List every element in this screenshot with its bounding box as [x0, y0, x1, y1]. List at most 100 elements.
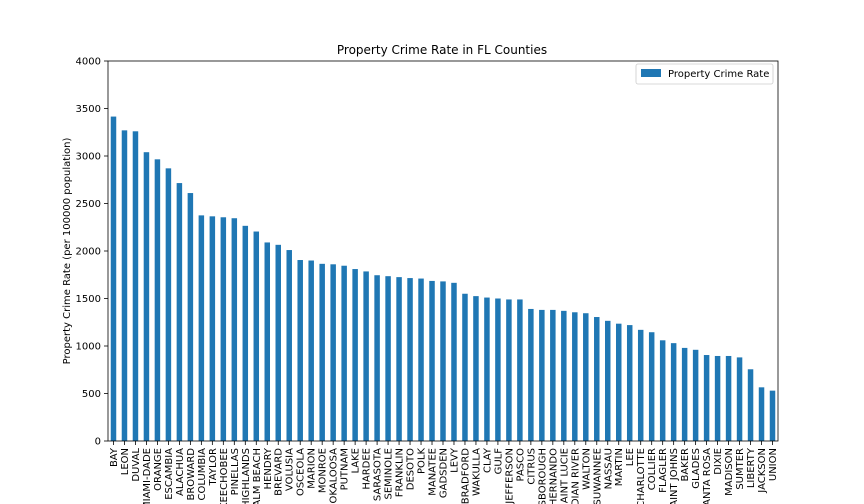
y-tick-label: 3000	[76, 152, 101, 163]
x-tick-label: LEVY	[449, 447, 460, 473]
bar-palm-beach	[253, 231, 260, 441]
chart-title: Property Crime Rate in FL Counties	[337, 43, 547, 57]
bar-columbia	[198, 215, 205, 441]
plot-frame	[107, 60, 779, 442]
x-tick-label: SAINT LUCIE	[559, 448, 570, 504]
bar-santa-rosa	[703, 355, 710, 441]
x-tick-label: GLADES	[691, 448, 702, 489]
bar-hardee	[363, 271, 369, 441]
x-tick-label: OKEECHOBEE	[219, 448, 230, 504]
x-tick-label: CLAY	[482, 447, 493, 473]
bar-baker	[681, 347, 688, 441]
bar-manatee	[429, 280, 435, 441]
bar-lee	[626, 325, 633, 441]
x-tick-label: MANATEE	[428, 448, 439, 496]
bar-saint-lucie	[561, 310, 567, 441]
x-tick-label: BREVARD	[274, 448, 285, 496]
x-tick-label: HENDRY	[263, 447, 274, 489]
legend-box	[635, 63, 774, 85]
x-tick-label: CITRUS	[526, 448, 537, 485]
bar-union	[769, 390, 776, 441]
bar-wakulla	[473, 296, 479, 441]
bar-taylor	[209, 216, 216, 441]
bar-franklin	[396, 277, 402, 441]
x-tick-label: ORANGE	[153, 448, 164, 491]
x-tick-label: ESCAMBIA	[164, 448, 175, 500]
bar-brevard	[275, 244, 281, 441]
x-tick-label: COLUMBIA	[197, 448, 208, 501]
x-tick-label: MARTIN	[614, 448, 625, 486]
x-tick-label: GULF	[493, 448, 504, 475]
y-axis-label: Property Crime Rate (per 100000 populati…	[62, 138, 73, 365]
x-tick-label: PALM BEACH	[252, 448, 263, 504]
bar-gulf	[495, 298, 501, 441]
x-tick-label: SARASOTA	[373, 448, 384, 501]
x-tick-label: TAYLOR	[208, 448, 219, 487]
bar-levy	[451, 282, 457, 441]
bar-desoto	[407, 278, 413, 441]
bar-suwannee	[594, 317, 600, 441]
bar-hendry	[264, 242, 271, 441]
x-tick-label: SUMTER	[735, 448, 746, 490]
bar-dixie	[714, 355, 721, 441]
x-tick-label: LIBERTY	[746, 447, 757, 488]
bar-jefferson	[506, 299, 512, 441]
x-tick-label: POLK	[417, 448, 428, 474]
x-tick-label: WAKULLA	[471, 448, 482, 496]
x-tick-label: LEE	[625, 448, 636, 466]
x-tick-label: MARION	[307, 448, 318, 489]
x-tick-label: HERNANDO	[548, 448, 559, 504]
x-tick-label: OSCEOLA	[296, 448, 307, 496]
bar-monroe	[319, 263, 325, 441]
y-tick-label: 3500	[76, 104, 101, 115]
x-tick-label: INDIAN RIVER	[570, 448, 581, 504]
x-tick-label: WALTON	[581, 448, 592, 490]
x-axis: BAY LEON DUVAL MIAMI-DADE ORANGE ESCAMBIA ALAC…	[109, 441, 779, 504]
x-tick-label: HIGHLANDS	[241, 448, 252, 504]
x-tick-label: BRADFORD	[460, 448, 471, 504]
x-tick-label: OKALOOSA	[329, 448, 340, 504]
bar-jackson	[758, 387, 765, 441]
y-tick-label: 1000	[76, 342, 101, 353]
x-tick-label: DUVAL	[131, 448, 142, 482]
bar-alachua	[176, 183, 183, 441]
bar-putnam	[341, 265, 347, 441]
bar-leon	[121, 130, 128, 441]
x-tick-label: PASCO	[515, 448, 526, 482]
bar-walton	[583, 313, 589, 441]
x-tick-label: SAINT JOHNS	[669, 448, 680, 504]
bar-hernando	[550, 309, 556, 441]
bar-polk	[418, 278, 424, 441]
bar-volusia	[286, 250, 292, 441]
y-tick-label: 500	[82, 389, 101, 400]
bar-collier	[648, 332, 655, 441]
bar-broward	[187, 193, 194, 441]
bar-madison	[725, 355, 732, 441]
x-tick-label: BAY	[109, 447, 120, 467]
bar-nassau	[605, 320, 611, 441]
legend: Property Crime Rate	[635, 63, 774, 85]
legend-swatch	[641, 69, 661, 77]
bar-osceola	[297, 260, 303, 441]
bar-pinellas	[231, 218, 238, 441]
bar-lake	[352, 269, 358, 441]
x-tick-label: LAKE	[351, 448, 362, 474]
legend-label: Property Crime Rate	[668, 69, 769, 80]
bar-clay	[484, 297, 490, 441]
bar-highlands	[242, 225, 249, 441]
x-tick-label: MONROE	[318, 448, 329, 493]
x-tick-label: VOLUSIA	[285, 448, 296, 491]
x-tick-label: PUTNAM	[340, 448, 351, 490]
y-tick-label: 2500	[76, 199, 101, 210]
y-tick-label: 2000	[76, 247, 101, 258]
y-tick-label: 1500	[76, 294, 101, 305]
bar-liberty	[747, 369, 754, 441]
y-tick-label: 0	[95, 437, 101, 448]
x-tick-label: SANTA ROSA	[702, 448, 713, 504]
bar-hillsborough	[539, 309, 545, 441]
x-tick-label: MADISON	[724, 448, 735, 496]
x-tick-label: LEON	[120, 448, 131, 475]
bar-citrus	[528, 308, 534, 441]
x-tick-label: GADSDEN	[439, 448, 450, 498]
bar-glades	[692, 349, 699, 441]
